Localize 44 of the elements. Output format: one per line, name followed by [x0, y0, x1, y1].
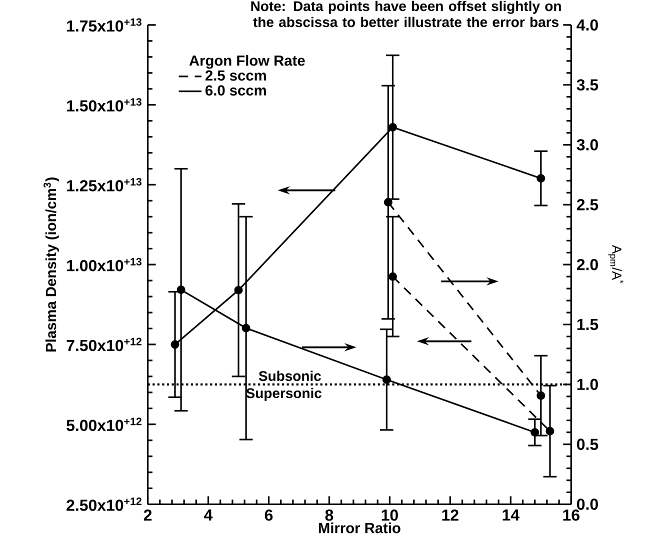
legend-title: Argon Flow Rate — [189, 54, 305, 69]
y-tick-label: 1.75x10$^{+13}$ — [67, 18, 142, 32]
y2-tick-label: 3.5 — [576, 79, 598, 90]
x-tick-label: 12 — [442, 509, 458, 521]
x-tick-label: 8 — [325, 509, 334, 521]
x-tick-label: 16 — [563, 509, 580, 521]
y-tick-label: 1.00x10$^{+13}$ — [67, 258, 142, 272]
point — [234, 286, 243, 294]
y2-tick-label: 1.5 — [577, 318, 598, 330]
point — [536, 174, 546, 183]
x-tick-label: 6 — [264, 509, 273, 521]
point — [536, 391, 546, 400]
y-axis-title: Plasma Density (ion/cm$^{3}$) — [44, 177, 60, 352]
point — [530, 428, 540, 437]
y2-tick-label: 3.0 — [576, 139, 598, 150]
point — [176, 285, 186, 294]
y2-tick-label: 2.5 — [576, 198, 598, 210]
y2-tick-label: 0.0 — [577, 498, 598, 510]
y2-tick-label: 4.0 — [576, 19, 598, 31]
y2-axis-title: A$_{pm}$/A$^{*}$ — [608, 244, 624, 284]
y-tick-label: 1.50x10$^{+13}$ — [67, 98, 142, 112]
point — [388, 272, 397, 281]
x-tick-label: 4 — [204, 509, 213, 520]
y-tick-label: 1.25x10$^{+13}$ — [67, 178, 142, 192]
x-axis-title: Mirror Ratio — [318, 522, 400, 534]
ref-line-label: Subsonic — [258, 370, 321, 381]
point — [242, 324, 250, 332]
y-tick-label: 2.50x10$^{+12}$ — [66, 497, 142, 511]
annotation: Note: Data points have been offset slightly on the abscissa to better illustrate the error bars — [251, 0, 561, 28]
point — [382, 375, 391, 384]
point — [384, 198, 392, 206]
y-tick-label: 5.00x10$^{+12}$ — [66, 418, 142, 431]
x-tick-label: 14 — [502, 509, 520, 520]
legend-label: 2.5 sccm — [205, 70, 266, 81]
point — [388, 122, 397, 132]
point — [170, 340, 180, 349]
point — [546, 426, 554, 436]
x-tick-label: 10 — [382, 509, 398, 521]
y2-tick-label: 2.0 — [576, 258, 598, 270]
x-tick-label: 2 — [144, 509, 152, 521]
y2-tick-label: 0.5 — [577, 438, 598, 450]
y-tick-label: 7.50x10$^{+12}$ — [66, 338, 142, 352]
legend-label: 6.0 sccm — [206, 85, 266, 96]
y2-tick-label: 1.0 — [577, 378, 598, 390]
